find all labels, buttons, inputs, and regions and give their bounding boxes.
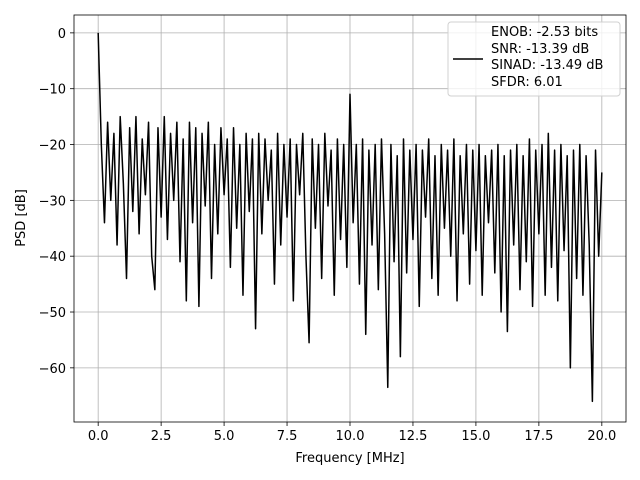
legend-label: ENOB: -2.53 bits SNR: -13.39 dB SINAD: -… — [491, 25, 604, 90]
series-line — [97, 32, 603, 403]
y-tick-label: 0 — [58, 27, 66, 42]
axes-frame — [73, 14, 627, 423]
x-tick-label: 10.0 — [336, 429, 365, 444]
x-tick-label: 15.0 — [461, 429, 490, 444]
x-tick-label: 5.0 — [214, 429, 235, 444]
x-tick-label: 2.5 — [151, 429, 172, 444]
y-tick-label: −30 — [39, 194, 66, 209]
legend-box — [447, 21, 621, 97]
y-tick-label: −10 — [39, 83, 66, 98]
y-tick-label: −20 — [39, 139, 66, 154]
x-tick-label: 7.5 — [277, 429, 298, 444]
y-tick-label: −50 — [39, 306, 66, 321]
x-axis-label: Frequency [MHz] — [295, 451, 404, 466]
y-axis-label: PSD [dB] — [14, 189, 29, 247]
y-tick-label: −60 — [39, 362, 66, 377]
x-tick-label: 0.0 — [88, 429, 109, 444]
x-tick-label: 12.5 — [398, 429, 427, 444]
y-tick-label: −40 — [39, 250, 66, 265]
x-tick-label: 20.0 — [587, 429, 616, 444]
x-tick-label: 17.5 — [524, 429, 553, 444]
